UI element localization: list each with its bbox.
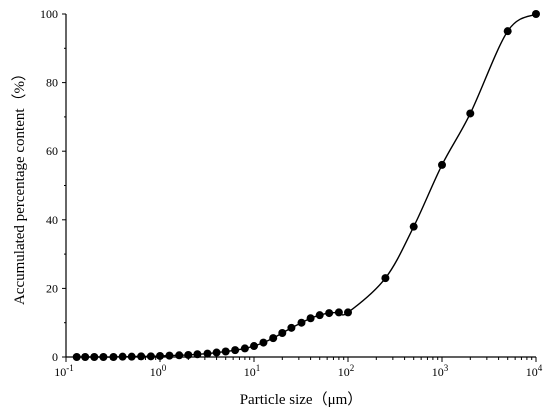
data-point bbox=[532, 10, 540, 18]
data-point bbox=[72, 353, 81, 361]
data-point bbox=[306, 314, 315, 323]
data-point bbox=[381, 274, 390, 283]
data-point bbox=[269, 334, 278, 343]
data-point bbox=[99, 353, 108, 361]
data-point bbox=[137, 352, 146, 361]
data-point bbox=[344, 308, 352, 317]
data-point bbox=[325, 309, 334, 318]
x-axis-label: Particle size（μm） bbox=[240, 391, 363, 408]
data-point bbox=[240, 344, 249, 353]
data-point bbox=[231, 346, 240, 355]
data-point bbox=[212, 348, 221, 357]
data-point bbox=[297, 318, 306, 327]
data-point bbox=[90, 353, 99, 361]
data-point bbox=[193, 350, 202, 359]
data-point bbox=[409, 222, 418, 231]
y-tick-label: 20 bbox=[46, 281, 58, 295]
data-point bbox=[438, 160, 446, 169]
data-point bbox=[156, 351, 164, 360]
data-point bbox=[259, 338, 268, 347]
y-tick-label: 100 bbox=[40, 7, 58, 21]
data-points bbox=[72, 10, 540, 361]
data-point bbox=[81, 353, 90, 361]
data-point bbox=[315, 311, 324, 320]
y-tick-label: 60 bbox=[46, 144, 58, 158]
data-point bbox=[503, 27, 512, 36]
data-point bbox=[203, 349, 212, 358]
x-tick-label: 10-1 bbox=[54, 363, 74, 379]
data-point bbox=[165, 351, 174, 360]
data-point bbox=[184, 350, 193, 359]
y-axis-label: Accumulated percentage content（%） bbox=[11, 66, 28, 305]
data-point bbox=[146, 352, 155, 361]
data-point bbox=[221, 347, 230, 356]
x-tick-label: 101 bbox=[244, 363, 261, 379]
x-tick-label: 102 bbox=[338, 363, 355, 379]
x-tick-label: 103 bbox=[432, 363, 449, 379]
x-tick-label: 100 bbox=[150, 363, 167, 379]
data-point bbox=[466, 109, 475, 118]
y-tick-label: 0 bbox=[52, 350, 58, 364]
data-point bbox=[287, 323, 296, 332]
axes bbox=[65, 14, 536, 358]
data-point bbox=[127, 352, 136, 361]
y-tick-label: 80 bbox=[46, 76, 58, 90]
data-point bbox=[334, 308, 343, 317]
x-tick-label: 104 bbox=[526, 363, 543, 379]
cumulative-curve bbox=[76, 13, 537, 358]
data-point bbox=[250, 342, 258, 351]
data-point bbox=[175, 351, 184, 360]
data-point bbox=[278, 328, 287, 337]
ticks: 0 20 40 60 80 100 10-1 100 101 102 103 104 bbox=[40, 7, 543, 379]
data-point bbox=[118, 352, 127, 361]
data-point bbox=[109, 353, 118, 361]
y-tick-label: 40 bbox=[46, 213, 58, 227]
